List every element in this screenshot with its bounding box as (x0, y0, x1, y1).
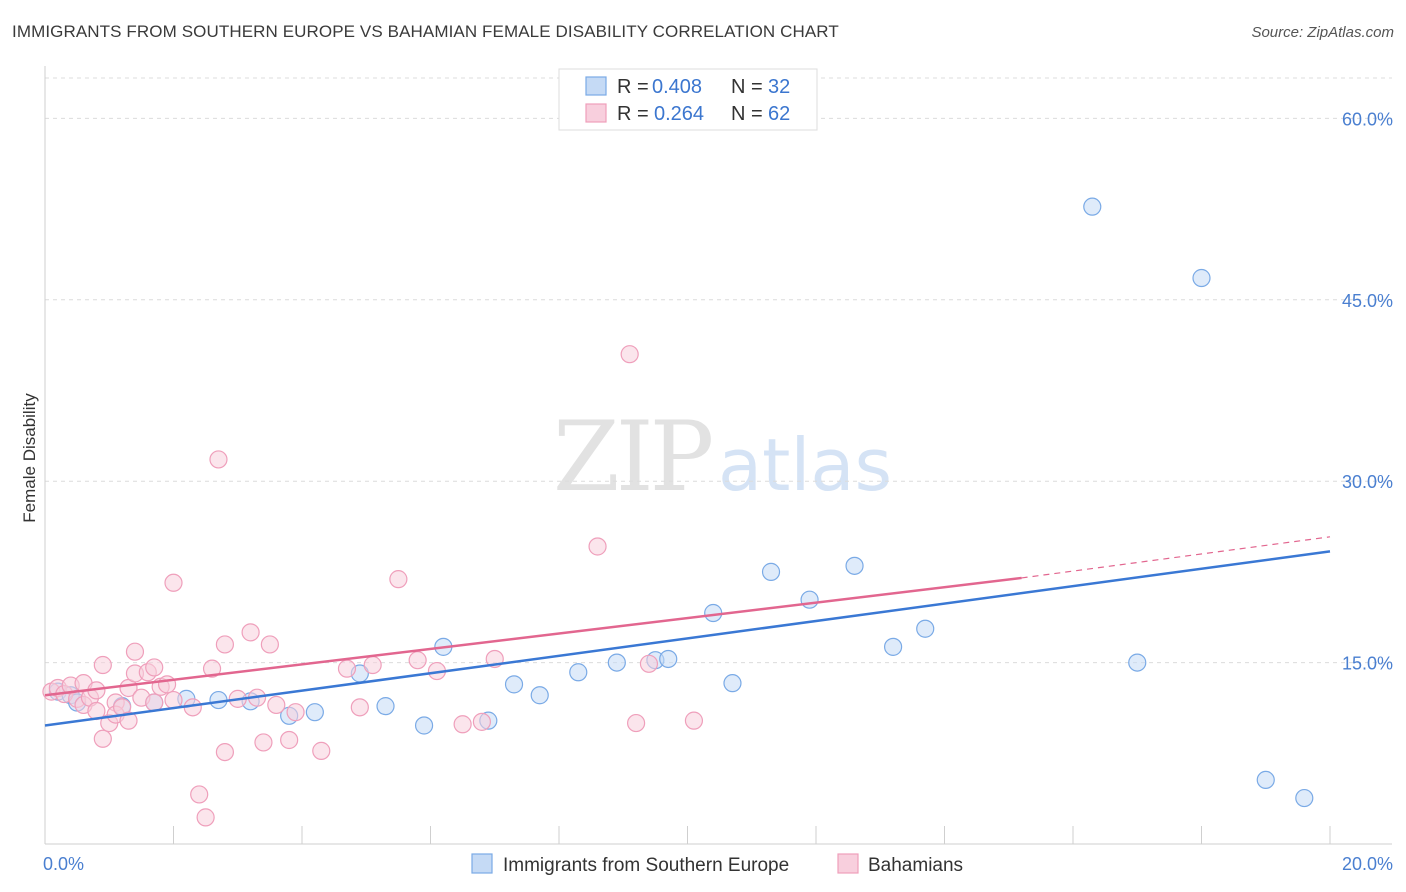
legend-swatch-blue (585, 76, 607, 96)
blue-point-12 (414, 716, 434, 735)
legend-n-label-blue: N = (731, 76, 763, 98)
blue-point-28 (1083, 197, 1102, 216)
blue-point-9 (305, 703, 324, 722)
legend-n-value-blue: 32 (768, 76, 790, 98)
pink-point-34 (215, 635, 234, 654)
legend-r-value-blue: 0.408 (652, 76, 702, 98)
x-tick-label-0: 0.0% (43, 854, 84, 874)
x-tick-labels: 0.0% 20.0% (43, 854, 1393, 874)
trend-line-blue (44, 550, 1331, 727)
top-legend: R = 0.408 N = 32 R = 0.264 N = 62 (558, 68, 818, 131)
pink-point-29 (190, 785, 209, 804)
data-points (42, 197, 1314, 827)
pink-point-41 (280, 730, 299, 750)
blue-point-11 (376, 697, 395, 716)
pink-point-26 (164, 573, 183, 592)
blue-point-31 (1256, 770, 1275, 790)
y-tick-labels: 15.0% 30.0% 45.0% 60.0% (1342, 109, 1393, 673)
x-tick-label-1: 20.0% (1342, 854, 1393, 874)
pink-point-50 (453, 715, 472, 734)
y-tick-label-3: 60.0% (1342, 109, 1393, 129)
pink-point-45 (350, 698, 369, 717)
chart-title: IMMIGRANTS FROM SOUTHERN EUROPE VS BAHAM… (12, 22, 839, 41)
pink-point-54 (620, 345, 639, 364)
pink-point-36 (241, 623, 260, 642)
pink-point-30 (196, 808, 215, 827)
blue-point-26 (883, 637, 903, 656)
legend-r-value-pink: 0.264 (654, 103, 704, 125)
blue-point-25 (845, 556, 864, 575)
axes (44, 66, 1392, 845)
y-tick-label-0: 15.0% (1342, 654, 1393, 674)
legend-n-label-pink: N = (731, 103, 763, 125)
pink-point-40 (267, 695, 286, 715)
watermark-zip: ZIP (553, 401, 712, 513)
pink-point-19 (125, 642, 145, 661)
bottom-legend-swatch-blue (471, 853, 493, 874)
bottom-legend-swatch-pink (837, 853, 859, 874)
blue-point-17 (569, 663, 588, 682)
legend-r-label-blue: R = (617, 76, 649, 98)
pink-point-53 (588, 537, 607, 556)
pink-point-11 (93, 729, 112, 748)
pink-point-22 (145, 658, 164, 677)
pink-point-57 (684, 711, 704, 730)
blue-point-22 (723, 674, 742, 693)
source-credit: Source: ZipAtlas.com (1251, 24, 1394, 41)
pink-point-51 (472, 712, 491, 731)
y-tick-label-2: 45.0% (1342, 291, 1393, 311)
bottom-legend: Immigrants from Southern Europe Bahamian… (471, 853, 963, 876)
blue-point-15 (504, 675, 524, 694)
pink-point-23 (145, 693, 164, 712)
pink-point-56 (639, 654, 659, 673)
pink-point-25 (157, 675, 177, 694)
pink-point-33 (215, 742, 234, 762)
pink-point-43 (312, 741, 331, 760)
blue-point-29 (1128, 653, 1147, 672)
pink-point-46 (363, 655, 382, 675)
pink-point-31 (202, 659, 222, 678)
pink-point-38 (254, 733, 273, 752)
bottom-legend-label-pink: Bahamians (868, 855, 963, 876)
pink-point-47 (389, 570, 408, 589)
watermark: ZIP atlas (553, 401, 892, 513)
bottom-legend-label-blue: Immigrants from Southern Europe (503, 855, 789, 876)
blue-point-20 (659, 649, 678, 669)
pink-point-17 (119, 711, 138, 730)
blue-point-16 (530, 686, 549, 705)
pink-point-55 (626, 713, 646, 733)
pink-point-48 (408, 651, 427, 670)
y-axis-label: Female Disability (20, 393, 39, 523)
blue-point-24 (800, 590, 819, 609)
trend-lines (44, 536, 1331, 727)
blue-point-32 (1295, 788, 1314, 808)
trend-line-pink-extension (1021, 536, 1331, 579)
watermark-atlas: atlas (718, 423, 892, 507)
blue-point-18 (607, 653, 626, 672)
pink-point-44 (337, 659, 357, 678)
pink-point-42 (286, 703, 305, 722)
pink-point-39 (260, 635, 279, 654)
legend-n-value-pink: 62 (768, 103, 790, 125)
gridlines (45, 77, 1392, 664)
blue-point-27 (916, 619, 935, 638)
blue-point-23 (761, 562, 781, 581)
pink-point-10 (93, 655, 112, 675)
trend-line-pink (44, 576, 1022, 697)
legend-swatch-pink (585, 103, 607, 123)
pink-point-32 (209, 450, 228, 469)
y-tick-label-1: 30.0% (1342, 472, 1393, 492)
legend-r-label-pink: R = (617, 103, 649, 125)
blue-point-30 (1192, 268, 1211, 288)
